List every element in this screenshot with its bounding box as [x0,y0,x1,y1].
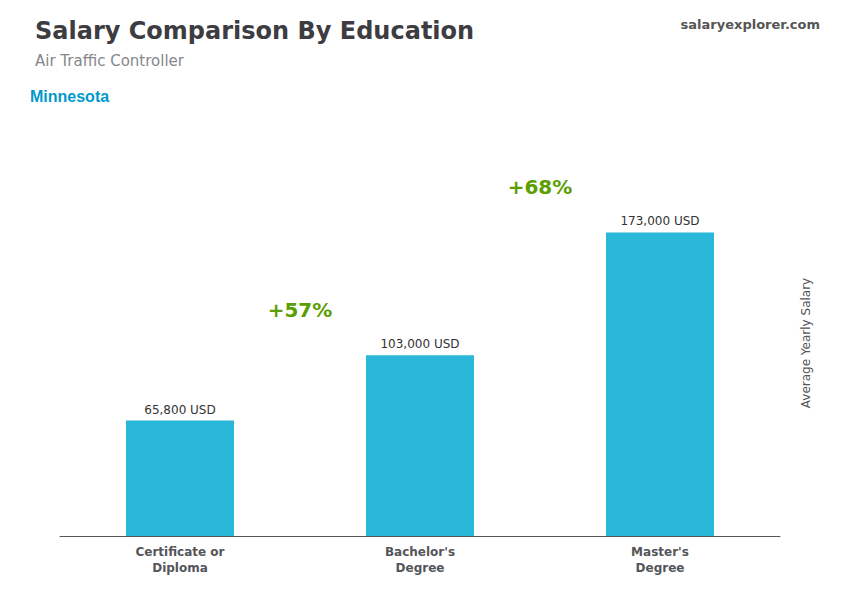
svg-text:173,000 USD: 173,000 USD [620,214,699,228]
svg-text:65,800 USD: 65,800 USD [144,403,215,417]
svg-text:Average Yearly Salary: Average Yearly Salary [799,278,813,408]
svg-text:Minnesota: Minnesota [30,88,109,105]
svg-text:salaryexplorer.com: salaryexplorer.com [681,17,820,32]
svg-text:103,000 USD: 103,000 USD [380,337,459,351]
svg-text:+57%: +57% [268,298,333,322]
svg-text:Salary Comparison By Education: Salary Comparison By Education [35,17,474,45]
svg-text:Master's: Master's [631,545,689,559]
svg-text:Bachelor's: Bachelor's [385,545,455,559]
svg-text:+68%: +68% [508,175,573,199]
svg-text:Certificate or: Certificate or [135,545,224,559]
svg-text:Degree: Degree [636,561,685,575]
svg-text:Diploma: Diploma [152,561,208,575]
svg-text:Degree: Degree [396,561,445,575]
svg-text:Air Traffic Controller: Air Traffic Controller [35,52,185,70]
